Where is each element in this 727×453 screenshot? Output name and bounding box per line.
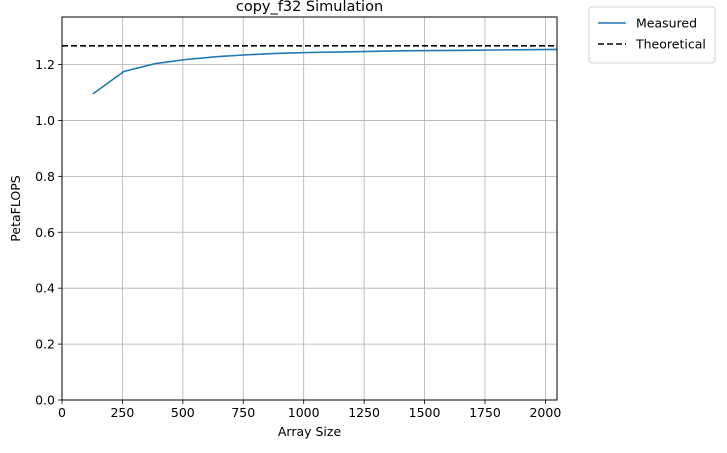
legend: Measured Theoretical: [588, 6, 716, 64]
x-tick-label: 1750: [469, 405, 501, 420]
x-tick-label: 500: [171, 405, 195, 420]
y-tick-label: 0.6: [35, 225, 55, 240]
x-axis-label: Array Size: [278, 424, 342, 439]
grid: [61, 17, 557, 401]
legend-label-theoretical: Theoretical: [635, 37, 706, 52]
legend-label-measured: Measured: [636, 16, 697, 31]
y-tick-label: 0.2: [35, 337, 55, 352]
y-tick-label: 0.8: [35, 169, 55, 184]
x-tick-label: 1500: [409, 405, 441, 420]
x-tick-label: 1000: [288, 405, 320, 420]
y-tick-label: 1.0: [35, 113, 55, 128]
x-tick-label: 750: [231, 405, 255, 420]
ticks: 0 250 500 750 1000 1250 1500 1750 2000 0.0 0.2 0.4 0…: [35, 57, 561, 420]
y-tick-label: 0.0: [35, 393, 55, 408]
y-tick-label: 1.2: [35, 57, 55, 72]
series-line-measured: [92, 48, 558, 95]
y-tick-label: 0.4: [35, 281, 55, 296]
x-tick-label: 2000: [529, 405, 561, 420]
x-tick-label: 250: [110, 405, 134, 420]
y-axis-label: PetaFLOPS: [8, 175, 23, 241]
series-layer: [62, 44, 558, 95]
x-tick-label: 1250: [348, 405, 380, 420]
x-tick-label: 0: [58, 405, 66, 420]
chart-title: copy_f32 Simulation: [236, 0, 383, 15]
axes-frame: [61, 16, 558, 401]
legend-box: [588, 6, 716, 64]
